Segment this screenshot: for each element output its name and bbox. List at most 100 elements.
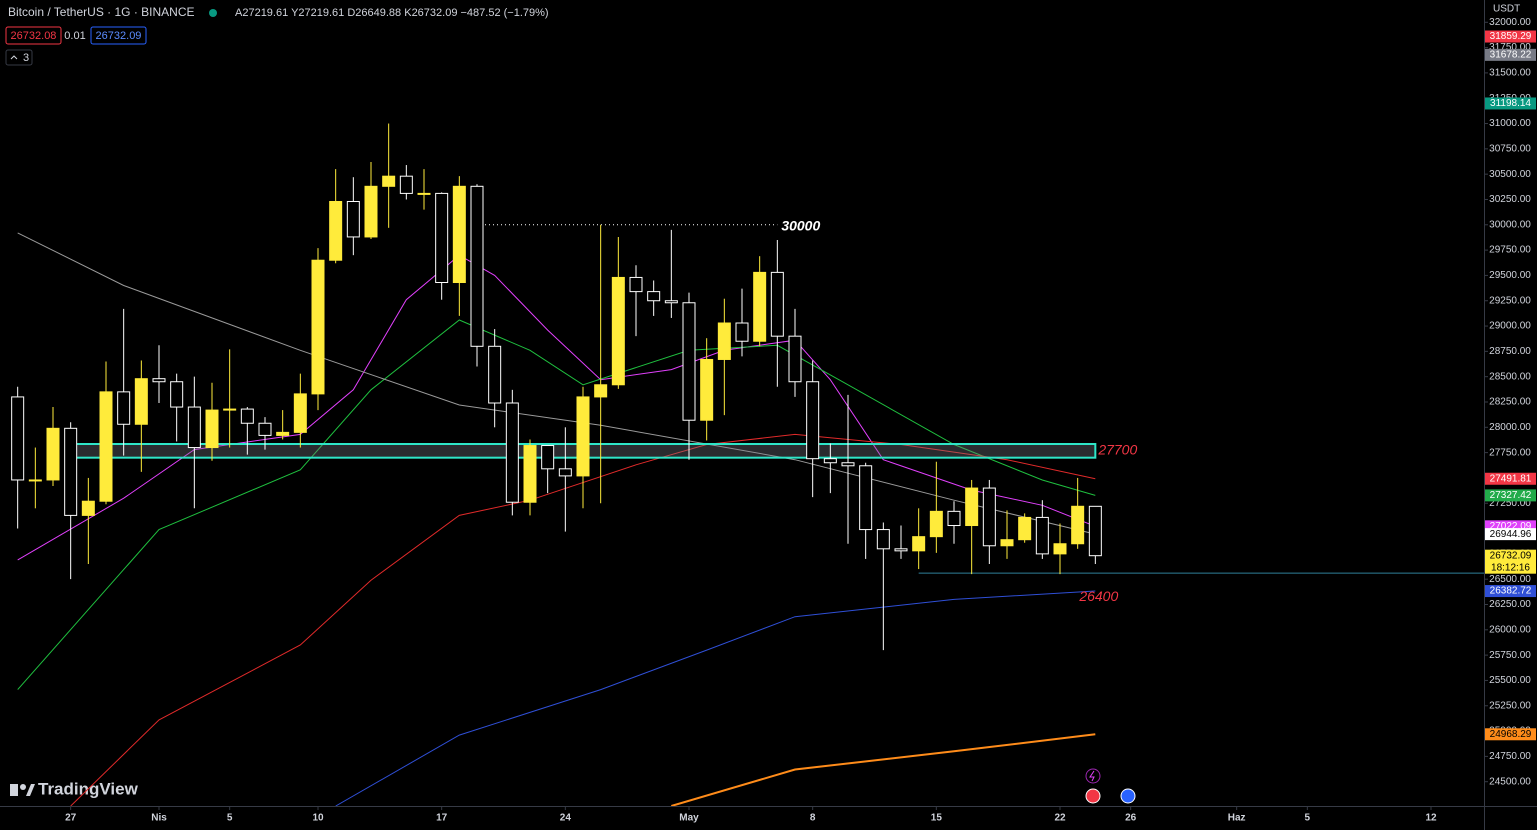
- moving-average: [335, 590, 1096, 806]
- lightning: [1089, 770, 1095, 782]
- price-badge: [1485, 489, 1536, 502]
- y-tick-label: 31500.00: [1489, 68, 1531, 79]
- ask-box[interactable]: [90, 26, 147, 45]
- price-badge: [1485, 728, 1536, 741]
- ask: 26732.09: [96, 30, 142, 42]
- candle-body: [258, 422, 272, 436]
- candle-body: [558, 468, 572, 477]
- x-tick-label: 8: [810, 813, 816, 824]
- candle-body: [46, 427, 60, 481]
- candle-body: [859, 465, 873, 531]
- support-label: 26400: [1078, 588, 1118, 604]
- price-badge-label: 31198.14: [1490, 98, 1531, 109]
- candle-body: [452, 185, 466, 284]
- price-badge-label: 26944.96: [1490, 529, 1532, 540]
- y-tick-label: 24500.00: [1489, 776, 1531, 787]
- candle-body: [1035, 516, 1049, 555]
- y-tick-label: 26000.00: [1489, 624, 1531, 635]
- candle-body: [1018, 516, 1032, 541]
- candle-body: [753, 271, 767, 342]
- x-tick-label: 5: [1305, 813, 1311, 824]
- price-badge: [1485, 528, 1536, 541]
- candle-body: [382, 175, 396, 187]
- candle-body: [11, 396, 25, 481]
- x-tick-label: 27: [65, 813, 77, 824]
- y-tick-label: 28250.00: [1489, 397, 1531, 408]
- price-badge-label: 24968.29: [1490, 729, 1532, 740]
- symbol-title: Bitcoin / TetherUS · 1G · BINANCE: [8, 5, 195, 19]
- y-tick-label: 30250.00: [1489, 194, 1531, 205]
- candle-body: [682, 302, 696, 421]
- candle-body: [717, 322, 731, 360]
- candle-body: [134, 378, 148, 425]
- x-tick-label: 22: [1054, 813, 1066, 824]
- plot-area: [11, 123, 1484, 806]
- y-tick-label: 25750.00: [1489, 650, 1531, 661]
- candle-body: [664, 300, 678, 304]
- candle-body: [611, 276, 625, 386]
- candle-body: [735, 322, 749, 342]
- candle-body: [965, 487, 979, 527]
- x-tick-label: 5: [227, 813, 233, 824]
- candle-body: [541, 445, 555, 470]
- candle-body: [876, 529, 890, 550]
- price-badge: [1485, 585, 1536, 598]
- event-icon[interactable]: [1085, 768, 1101, 784]
- countdown: 18:12:16: [1491, 562, 1530, 573]
- candle-body: [346, 201, 360, 238]
- y-tick-label: 28750.00: [1489, 346, 1531, 357]
- y-tick-label: 32000.00: [1489, 17, 1531, 28]
- candle-body: [364, 185, 378, 238]
- logo-mark: [10, 784, 35, 796]
- candle-body: [594, 384, 608, 398]
- candle-body: [929, 510, 943, 538]
- x-tick-label: Haz: [1228, 813, 1246, 824]
- moving-average: [17, 232, 1096, 535]
- candle-body: [982, 487, 996, 547]
- candle-body: [488, 345, 502, 404]
- candle-body: [470, 185, 484, 347]
- y-tick-label: 28000.00: [1489, 422, 1531, 433]
- market-status: [209, 9, 217, 17]
- y-tick-label: 24750.00: [1489, 751, 1531, 762]
- price-badge-label: 31678.22: [1490, 49, 1532, 60]
- x-tick-label: May: [679, 813, 699, 824]
- y-tick-label: 27250.00: [1489, 498, 1531, 509]
- y-tick-label: 30750.00: [1489, 143, 1531, 154]
- y-tick-label: 29750.00: [1489, 245, 1531, 256]
- candle-body: [1000, 539, 1014, 547]
- candle-body: [435, 192, 449, 284]
- candle-body: [81, 500, 95, 516]
- indicators-toggle[interactable]: [5, 49, 33, 66]
- indicators-count: 3: [23, 52, 29, 64]
- candle-body: [276, 431, 290, 436]
- y-tick-label: 30500.00: [1489, 169, 1531, 180]
- candle-body: [187, 406, 201, 449]
- flag-icon[interactable]: [1120, 788, 1136, 804]
- flag-icon[interactable]: [1085, 788, 1101, 804]
- candle-body: [505, 402, 519, 503]
- price-badge-label: 27022.09: [1490, 521, 1532, 532]
- candle-body: [647, 291, 661, 302]
- ohlc: A27219.61 Y27219.61 D26649.88 K26732.09 …: [235, 7, 549, 19]
- chevron: [10, 55, 18, 60]
- candle-body: [152, 378, 166, 383]
- level-label: 30000: [781, 217, 820, 233]
- bid-box[interactable]: [5, 26, 62, 45]
- candle-body: [1053, 543, 1067, 555]
- price-badge-label: 26382.72: [1490, 586, 1532, 597]
- x-tick-label: 26: [1125, 813, 1137, 824]
- y-tick-label: 30000.00: [1489, 219, 1531, 230]
- price-badge: [1485, 472, 1536, 485]
- candle-body: [99, 391, 113, 502]
- y-tick-label: 26500.00: [1489, 574, 1531, 585]
- candle-body: [576, 396, 590, 477]
- candle-body: [117, 391, 131, 425]
- candle-body: [1071, 505, 1085, 545]
- currency[interactable]: USDT: [1493, 4, 1520, 15]
- moving-average: [671, 733, 1096, 806]
- y-tick-label: 29000.00: [1489, 321, 1531, 332]
- candle-body: [1088, 505, 1102, 557]
- y-tick-label: 31000.00: [1489, 118, 1531, 129]
